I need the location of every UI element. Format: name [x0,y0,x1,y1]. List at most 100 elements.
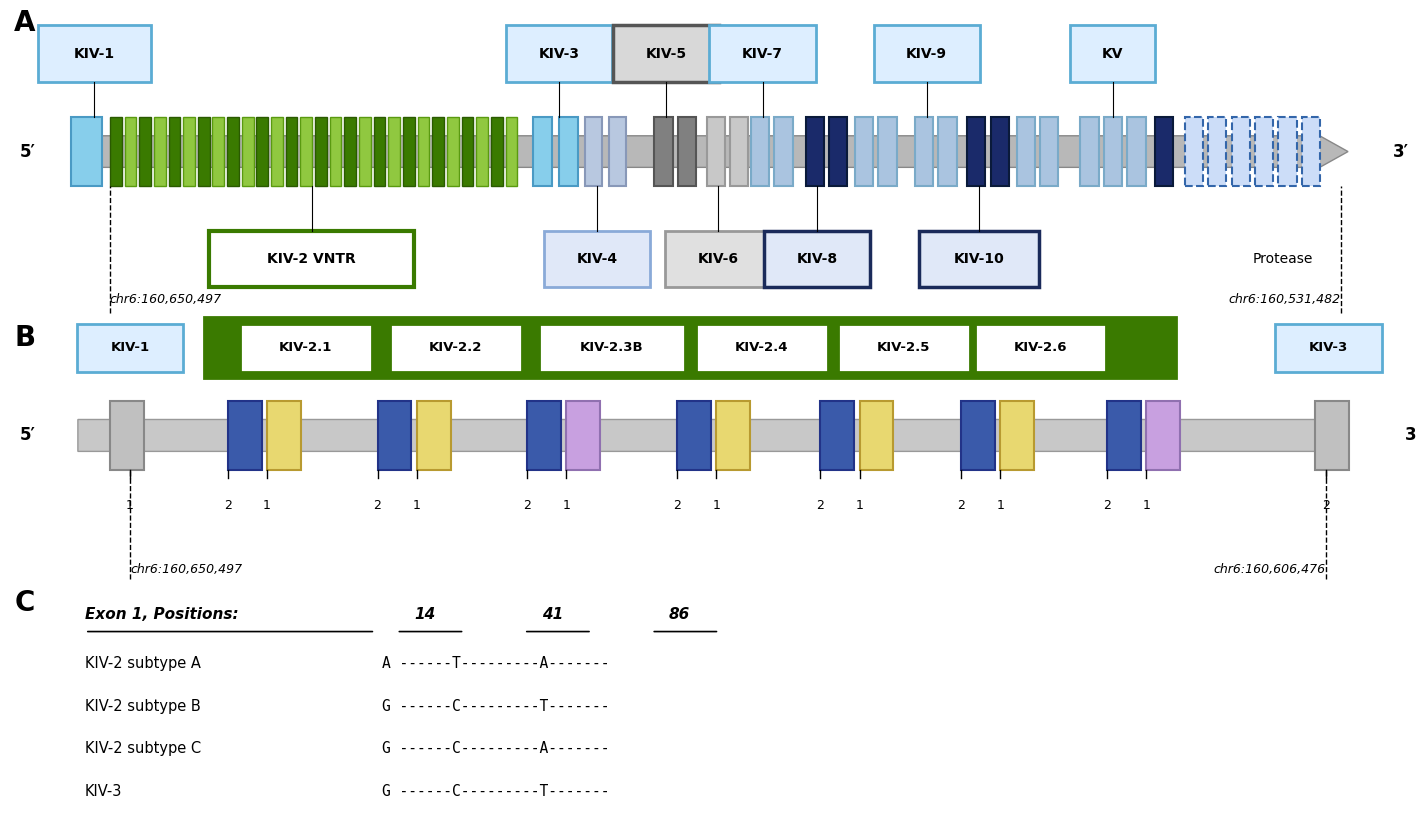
Bar [183,117,195,186]
Bar [462,117,473,186]
Bar [330,117,341,186]
Text: KIV-4: KIV-4 [576,252,617,266]
Text: 2: 2 [817,499,824,512]
Bar [198,117,210,186]
Bar [476,117,489,186]
FancyBboxPatch shape [507,25,612,82]
Bar [506,117,517,186]
Text: 14: 14 [413,607,436,622]
Bar [169,117,180,186]
Bar [855,117,874,186]
Text: G ------C---------A-------: G ------C---------A------- [382,741,610,756]
Bar [270,117,283,186]
Bar [71,117,102,186]
Text: KIV-2.1: KIV-2.1 [279,342,333,354]
Text: Exon 1, Positions:: Exon 1, Positions: [85,607,238,622]
FancyBboxPatch shape [544,230,650,288]
Bar [378,401,412,470]
Text: KIV-2 VNTR: KIV-2 VNTR [268,252,357,266]
Text: 2: 2 [673,499,681,512]
Text: chr6:160,650,497: chr6:160,650,497 [110,293,222,307]
FancyBboxPatch shape [539,324,685,371]
Bar [566,401,600,470]
Bar [388,117,401,186]
Text: G ------C---------T-------: G ------C---------T------- [382,784,610,799]
Text: KIV-2.4: KIV-2.4 [735,342,789,354]
Bar [1039,117,1058,186]
Bar [1301,117,1320,186]
FancyBboxPatch shape [389,324,521,371]
FancyBboxPatch shape [874,25,980,82]
Bar [828,117,847,186]
Text: B: B [14,324,35,352]
FancyBboxPatch shape [709,25,816,82]
Text: 1: 1 [1143,499,1150,512]
Bar [1080,117,1099,186]
Text: KIV-1: KIV-1 [110,342,150,354]
Text: G ------C---------T-------: G ------C---------T------- [382,699,610,714]
FancyBboxPatch shape [613,25,719,82]
Bar [1255,117,1273,186]
Text: chr6:160,650,497: chr6:160,650,497 [130,563,242,577]
FancyBboxPatch shape [1070,25,1155,82]
Bar [256,117,268,186]
Bar [1208,117,1226,186]
Bar [1127,117,1146,186]
FancyBboxPatch shape [974,324,1106,371]
Text: 2: 2 [224,499,232,512]
Text: Protease: Protease [1252,252,1313,266]
FancyBboxPatch shape [210,230,415,288]
Bar [242,117,253,186]
Text: 3′: 3′ [1393,143,1409,160]
Bar [961,401,995,470]
Bar [286,117,297,186]
Bar [1000,401,1034,470]
Text: 1: 1 [712,499,721,512]
Bar [300,117,312,186]
Bar [716,401,750,470]
Bar [1232,117,1250,186]
Text: KIV-2 subtype C: KIV-2 subtype C [85,741,201,756]
FancyArrow shape [71,135,1348,167]
Bar [559,117,578,186]
FancyBboxPatch shape [919,230,1039,288]
Text: 1: 1 [562,499,571,512]
FancyBboxPatch shape [765,230,871,288]
Bar [154,117,166,186]
Bar [1146,401,1180,470]
Bar [915,117,933,186]
Text: KIV-7: KIV-7 [742,47,783,61]
Bar [447,117,459,186]
Bar [110,117,122,186]
Bar [585,117,602,186]
Bar [939,117,957,186]
Bar [750,117,769,186]
Bar [432,117,445,186]
Text: 2: 2 [524,499,531,512]
FancyBboxPatch shape [666,230,772,288]
FancyBboxPatch shape [76,324,183,371]
FancyArrow shape [78,420,1349,451]
Bar [125,117,136,186]
Bar [878,117,896,186]
Bar [212,117,224,186]
Text: chr6:160,531,482: chr6:160,531,482 [1229,293,1341,307]
Text: KIV-10: KIV-10 [953,252,1004,266]
FancyBboxPatch shape [697,324,827,371]
Text: A ------T---------A-------: A ------T---------A------- [382,656,610,671]
Text: 1: 1 [412,499,421,512]
Bar [1279,117,1297,186]
Text: 2: 2 [957,499,966,512]
Text: KIV-2 subtype A: KIV-2 subtype A [85,656,201,671]
Text: KIV-3: KIV-3 [85,784,122,799]
Bar [707,117,725,186]
Text: 3′: 3′ [1405,426,1416,445]
Text: KIV-2.2: KIV-2.2 [429,342,483,354]
Text: 1: 1 [855,499,864,512]
Text: C: C [14,589,34,617]
FancyBboxPatch shape [239,324,371,371]
FancyBboxPatch shape [1276,324,1382,371]
Bar [360,117,371,186]
Bar [404,117,415,186]
Bar [967,117,986,186]
